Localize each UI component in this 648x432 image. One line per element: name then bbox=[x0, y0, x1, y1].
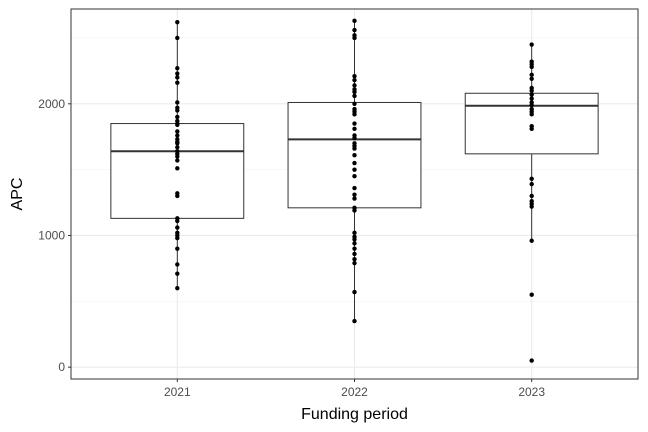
data-point bbox=[175, 271, 180, 276]
data-point bbox=[529, 88, 534, 93]
data-point bbox=[175, 246, 180, 251]
data-point bbox=[175, 285, 180, 291]
data-point bbox=[175, 80, 180, 85]
data-point bbox=[175, 114, 180, 120]
data-point bbox=[175, 218, 180, 224]
data-point bbox=[175, 66, 180, 71]
data-point bbox=[529, 176, 534, 182]
data-point bbox=[352, 246, 357, 251]
data-point bbox=[175, 141, 180, 146]
data-point bbox=[175, 122, 180, 128]
x-axis-title: Funding period bbox=[301, 406, 408, 423]
data-point bbox=[352, 73, 357, 79]
data-point bbox=[352, 89, 357, 95]
data-point bbox=[175, 235, 180, 241]
data-point bbox=[175, 166, 180, 171]
data-point bbox=[529, 42, 534, 47]
data-point bbox=[352, 256, 357, 262]
data-point bbox=[352, 18, 357, 24]
data-point bbox=[175, 108, 180, 113]
data-point bbox=[175, 19, 180, 25]
data-point bbox=[352, 93, 357, 99]
y-axis-title: APC bbox=[9, 178, 26, 211]
data-point bbox=[175, 193, 180, 199]
data-point bbox=[529, 112, 534, 117]
data-point bbox=[352, 160, 357, 166]
data-point bbox=[352, 167, 357, 172]
data-point bbox=[175, 262, 180, 267]
x-tick-label: 2022 bbox=[341, 385, 368, 399]
x-tick-label: 2023 bbox=[518, 385, 545, 399]
data-point bbox=[529, 72, 534, 78]
data-point bbox=[352, 251, 357, 257]
data-point bbox=[175, 71, 180, 76]
data-point bbox=[352, 318, 357, 324]
data-point bbox=[175, 100, 180, 105]
data-point bbox=[352, 112, 357, 117]
data-point bbox=[175, 35, 180, 41]
data-point bbox=[529, 64, 534, 70]
data-point bbox=[352, 27, 357, 33]
data-point bbox=[529, 292, 534, 297]
data-point bbox=[175, 129, 180, 134]
axis-ticks: 0 1000 2000 2021 2022 2023 bbox=[38, 97, 545, 399]
y-tick-label: 2000 bbox=[38, 97, 65, 111]
data-point bbox=[175, 158, 180, 163]
data-point bbox=[529, 204, 534, 209]
data-point bbox=[352, 237, 357, 242]
data-point bbox=[529, 102, 534, 108]
x-tick-label: 2021 bbox=[164, 385, 191, 399]
data-point bbox=[352, 208, 357, 213]
data-point bbox=[529, 358, 534, 363]
data-point bbox=[175, 225, 180, 230]
data-point bbox=[352, 192, 357, 197]
y-tick-label: 0 bbox=[58, 360, 65, 374]
data-point bbox=[352, 185, 357, 191]
data-point bbox=[352, 101, 357, 107]
data-point bbox=[175, 145, 180, 150]
data-point bbox=[352, 83, 357, 88]
data-point bbox=[529, 181, 534, 187]
data-point bbox=[175, 154, 180, 159]
data-point bbox=[352, 241, 357, 246]
data-point bbox=[352, 289, 357, 295]
data-point bbox=[352, 135, 357, 141]
data-point bbox=[352, 174, 357, 179]
data-point bbox=[529, 126, 534, 132]
data-point bbox=[175, 75, 180, 80]
data-point bbox=[529, 92, 534, 97]
y-tick-label: 1000 bbox=[38, 228, 65, 242]
data-point bbox=[352, 121, 357, 126]
data-points bbox=[175, 18, 534, 363]
data-point bbox=[352, 77, 357, 83]
data-point bbox=[352, 152, 357, 158]
data-point bbox=[352, 146, 357, 151]
data-point bbox=[352, 230, 357, 236]
data-point bbox=[352, 196, 357, 201]
data-point bbox=[352, 35, 357, 41]
data-point bbox=[529, 96, 534, 101]
data-point bbox=[175, 133, 180, 138]
data-point bbox=[352, 260, 357, 266]
data-point bbox=[529, 193, 534, 199]
data-point bbox=[529, 76, 534, 81]
data-point bbox=[352, 126, 357, 132]
data-point bbox=[529, 238, 534, 243]
